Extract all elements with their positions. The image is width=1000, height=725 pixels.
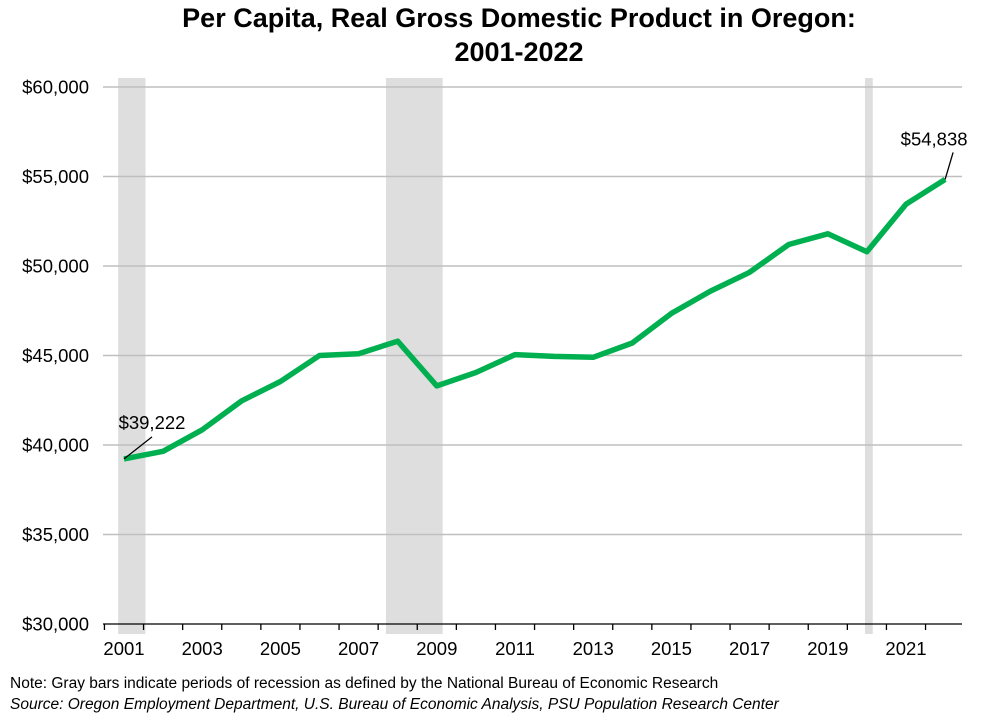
x-tick-label-2013: 2013 bbox=[573, 638, 614, 659]
chart-title-line1: Per Capita, Real Gross Domestic Product … bbox=[182, 3, 856, 33]
annotation-label-2: $54,838 bbox=[901, 128, 968, 149]
y-tick-label-60000: $60,000 bbox=[22, 77, 89, 98]
gridlines bbox=[103, 86, 962, 536]
x-tick-label-2009: 2009 bbox=[416, 638, 457, 659]
series bbox=[123, 177, 947, 462]
x-tick-label-2015: 2015 bbox=[651, 638, 692, 659]
y-tick-label-40000: $40,000 bbox=[22, 435, 89, 456]
x-tick-label-2019: 2019 bbox=[807, 638, 848, 659]
recession-note: Note: Gray bars indicate periods of rece… bbox=[10, 675, 719, 692]
y-tick-label-30000: $30,000 bbox=[22, 614, 89, 635]
annotation-leader-2 bbox=[944, 152, 954, 180]
x-tick-label-2011: 2011 bbox=[495, 638, 535, 659]
x-tick-label-2001: 2001 bbox=[103, 638, 144, 659]
annotation-label-1: $39,222 bbox=[119, 412, 186, 433]
y-tick-label-35000: $35,000 bbox=[22, 524, 89, 545]
y-tick-label-55000: $55,000 bbox=[22, 166, 89, 187]
y-tick-label-50000: $50,000 bbox=[22, 256, 89, 277]
source-note: Source: Oregon Employment Department, U.… bbox=[10, 696, 779, 713]
x-tick-label-2003: 2003 bbox=[182, 638, 223, 659]
axes: $30,000 $35,000 $40,000 $45,000 $50,000 $55,0… bbox=[22, 77, 962, 659]
series-line-1 bbox=[123, 177, 947, 462]
annotation-leader-1 bbox=[123, 436, 153, 460]
chart-title-line2: 2001-2022 bbox=[454, 37, 583, 67]
x-tick-label-2007: 2007 bbox=[338, 638, 379, 659]
y-tick-label-45000: $45,000 bbox=[22, 345, 89, 366]
annotations: $39,222 $54,838 bbox=[119, 128, 968, 460]
x-tick-label-2005: 2005 bbox=[260, 638, 301, 659]
x-tick-label-2017: 2017 bbox=[729, 638, 770, 659]
x-tick-label-2021: 2021 bbox=[885, 638, 926, 659]
